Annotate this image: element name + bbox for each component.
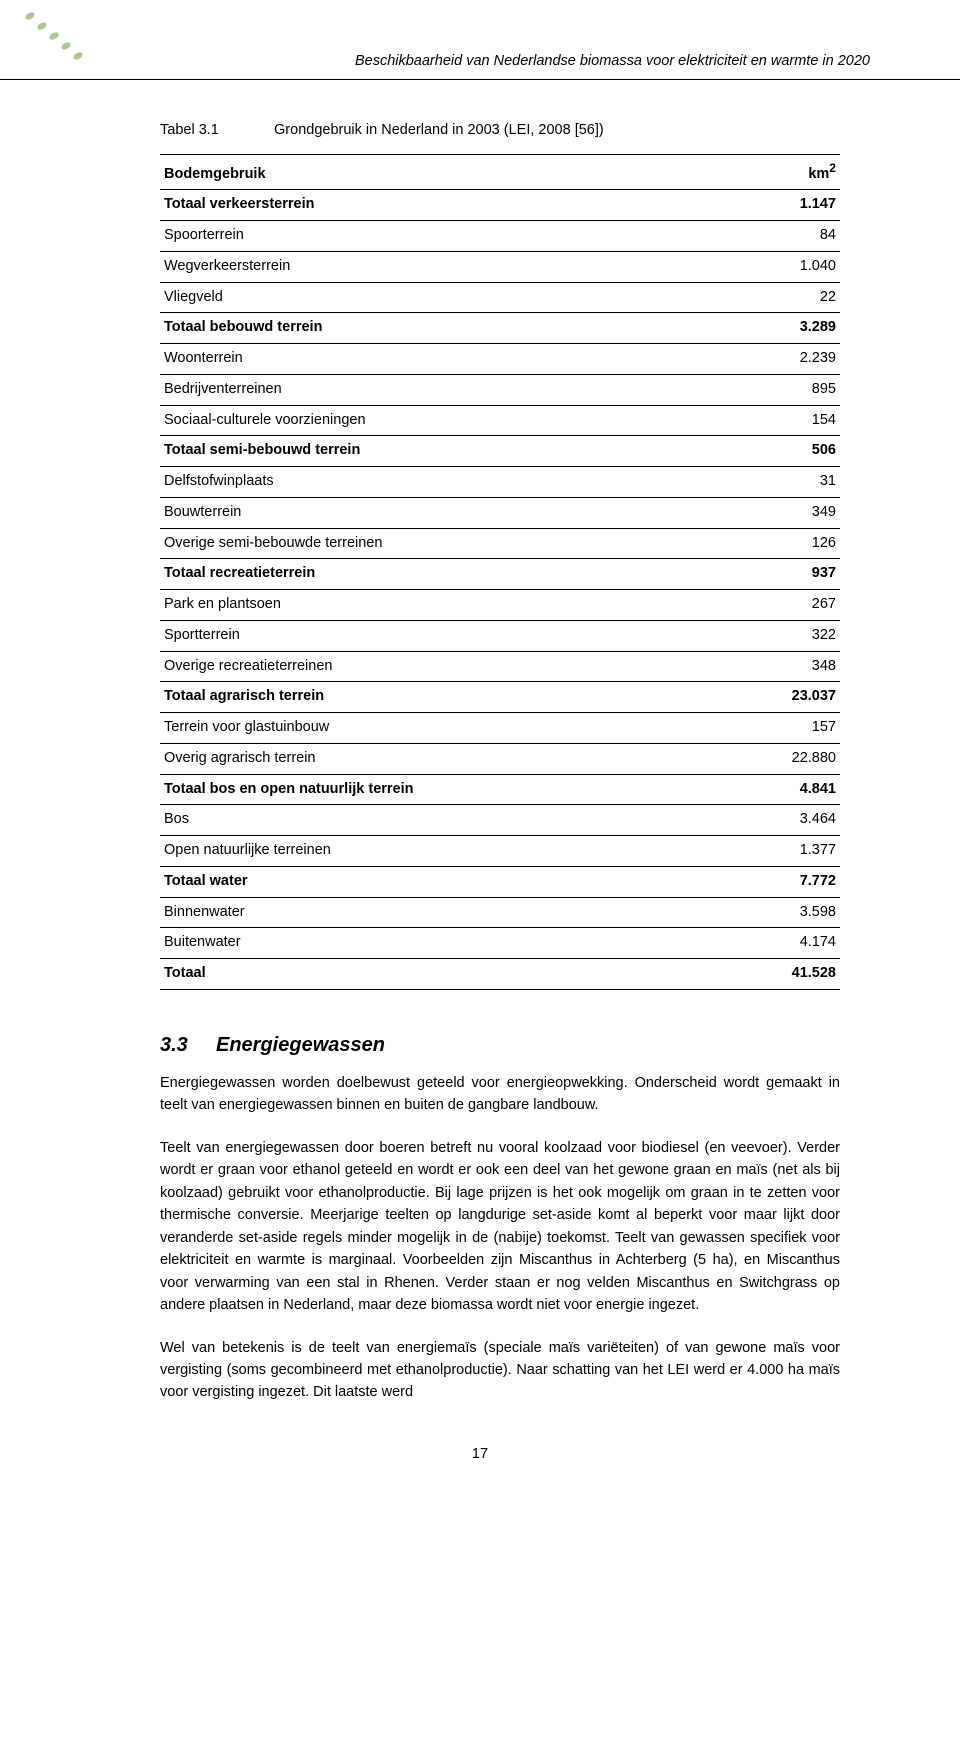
table-cell-value: 157 xyxy=(725,713,840,744)
table-row: Binnenwater3.598 xyxy=(160,897,840,928)
table-row: Park en plantsoen267 xyxy=(160,590,840,621)
table-cell-value: 22.880 xyxy=(725,743,840,774)
table-cell-value: 4.841 xyxy=(725,774,840,805)
table-cell-value: 322 xyxy=(725,620,840,651)
body-paragraph: Energiegewassen worden doelbewust geteel… xyxy=(160,1072,840,1117)
table-cell-label: Wegverkeersterrein xyxy=(160,251,725,282)
table-cell-label: Totaal bos en open natuurlijk terrein xyxy=(160,774,725,805)
table-cell-value: 937 xyxy=(725,559,840,590)
table-cell-label: Totaal xyxy=(160,959,725,990)
table-cell-value: 7.772 xyxy=(725,866,840,897)
table-row: Totaal verkeersterrein1.147 xyxy=(160,190,840,221)
body-paragraph: Teelt van energiegewassen door boeren be… xyxy=(160,1137,840,1317)
table-cell-label: Buitenwater xyxy=(160,928,725,959)
table-cell-label: Totaal agrarisch terrein xyxy=(160,682,725,713)
page-header: Beschikbaarheid van Nederlandse biomassa… xyxy=(0,0,960,80)
table-cell-value: 154 xyxy=(725,405,840,436)
table-cell-label: Totaal water xyxy=(160,866,725,897)
table-cell-value: 895 xyxy=(725,374,840,405)
table-row: Totaal recreatieterrein937 xyxy=(160,559,840,590)
section-number: 3.3 xyxy=(160,1030,216,1060)
table-cell-value: 31 xyxy=(725,467,840,498)
table-cell-label: Open natuurlijke terreinen xyxy=(160,836,725,867)
table-row: Totaal bos en open natuurlijk terrein4.8… xyxy=(160,774,840,805)
table-row: Bouwterrein349 xyxy=(160,497,840,528)
table-row: Overige recreatieterreinen348 xyxy=(160,651,840,682)
table-cell-value: 4.174 xyxy=(725,928,840,959)
page-number: 17 xyxy=(0,1444,960,1496)
table-row: Overig agrarisch terrein22.880 xyxy=(160,743,840,774)
table-cell-label: Binnenwater xyxy=(160,897,725,928)
running-title: Beschikbaarheid van Nederlandse biomassa… xyxy=(355,51,870,73)
table-row: Open natuurlijke terreinen1.377 xyxy=(160,836,840,867)
table-row: Totaal41.528 xyxy=(160,959,840,990)
table-cell-label: Bedrijventerreinen xyxy=(160,374,725,405)
table-cell-value: 1.147 xyxy=(725,190,840,221)
table-cell-value: 41.528 xyxy=(725,959,840,990)
table-cell-label: Totaal bebouwd terrein xyxy=(160,313,725,344)
table-cell-label: Bouwterrein xyxy=(160,497,725,528)
table-row: Woonterrein2.239 xyxy=(160,344,840,375)
table-cell-label: Park en plantsoen xyxy=(160,590,725,621)
table-cell-value: 349 xyxy=(725,497,840,528)
table-row: Vliegveld22 xyxy=(160,282,840,313)
section-heading: 3.3Energiegewassen xyxy=(160,1030,840,1060)
table-row: Totaal bebouwd terrein3.289 xyxy=(160,313,840,344)
table-row: Totaal agrarisch terrein23.037 xyxy=(160,682,840,713)
section-body: Energiegewassen worden doelbewust geteel… xyxy=(160,1072,840,1404)
table-header-row: Bodemgebruikkm2 xyxy=(160,154,840,190)
table-cell-label: Woonterrein xyxy=(160,344,725,375)
table-row: Wegverkeersterrein1.040 xyxy=(160,251,840,282)
table-caption-label: Tabel 3.1 xyxy=(160,120,270,142)
table-cell-value: 23.037 xyxy=(725,682,840,713)
table-row: Delfstofwinplaats31 xyxy=(160,467,840,498)
table-cell-label: Delfstofwinplaats xyxy=(160,467,725,498)
table-cell-value: 126 xyxy=(725,528,840,559)
table-row: Sociaal-culturele voorzieningen154 xyxy=(160,405,840,436)
table-cell-label: Totaal semi-bebouwd terrein xyxy=(160,436,725,467)
section-title: Energiegewassen xyxy=(216,1034,385,1056)
table-cell-value: 84 xyxy=(725,221,840,252)
table-cell-value: 2.239 xyxy=(725,344,840,375)
page-content: Tabel 3.1 Grondgebruik in Nederland in 2… xyxy=(0,120,960,1404)
table-cell-label: Totaal verkeersterrein xyxy=(160,190,725,221)
table-cell-value: 3.289 xyxy=(725,313,840,344)
table-row: Bos3.464 xyxy=(160,805,840,836)
table-row: Totaal semi-bebouwd terrein506 xyxy=(160,436,840,467)
table-cell-label: Totaal recreatieterrein xyxy=(160,559,725,590)
table-cell-value: 22 xyxy=(725,282,840,313)
table-cell-label: Overig agrarisch terrein xyxy=(160,743,725,774)
table-cell-value: 1.040 xyxy=(725,251,840,282)
table-cell-label: Sociaal-culturele voorzieningen xyxy=(160,405,725,436)
table-cell-label: Bos xyxy=(160,805,725,836)
table-cell-value: 348 xyxy=(725,651,840,682)
table-cell-value: 3.464 xyxy=(725,805,840,836)
table-cell-label: Terrein voor glastuinbouw xyxy=(160,713,725,744)
table-cell-value: 3.598 xyxy=(725,897,840,928)
table-row: Totaal water7.772 xyxy=(160,866,840,897)
table-cell-label: Spoorterrein xyxy=(160,221,725,252)
land-use-table: Bodemgebruikkm2Totaal verkeersterrein1.1… xyxy=(160,154,840,990)
table-header-label: Bodemgebruik xyxy=(160,154,725,190)
leaf-decoration-icon xyxy=(20,6,90,74)
table-row: Overige semi-bebouwde terreinen126 xyxy=(160,528,840,559)
table-row: Sportterrein322 xyxy=(160,620,840,651)
table-cell-value: 1.377 xyxy=(725,836,840,867)
table-cell-label: Vliegveld xyxy=(160,282,725,313)
table-row: Bedrijventerreinen895 xyxy=(160,374,840,405)
table-cell-label: Overige semi-bebouwde terreinen xyxy=(160,528,725,559)
table-caption: Tabel 3.1 Grondgebruik in Nederland in 2… xyxy=(160,120,840,142)
table-cell-value: 506 xyxy=(725,436,840,467)
table-cell-label: Overige recreatieterreinen xyxy=(160,651,725,682)
table-cell-label: Sportterrein xyxy=(160,620,725,651)
table-cell-value: 267 xyxy=(725,590,840,621)
table-row: Spoorterrein84 xyxy=(160,221,840,252)
table-row: Buitenwater4.174 xyxy=(160,928,840,959)
body-paragraph: Wel van betekenis is de teelt van energi… xyxy=(160,1337,840,1404)
table-caption-text: Grondgebruik in Nederland in 2003 (LEI, … xyxy=(274,122,604,138)
table-row: Terrein voor glastuinbouw157 xyxy=(160,713,840,744)
table-header-unit: km2 xyxy=(725,154,840,190)
